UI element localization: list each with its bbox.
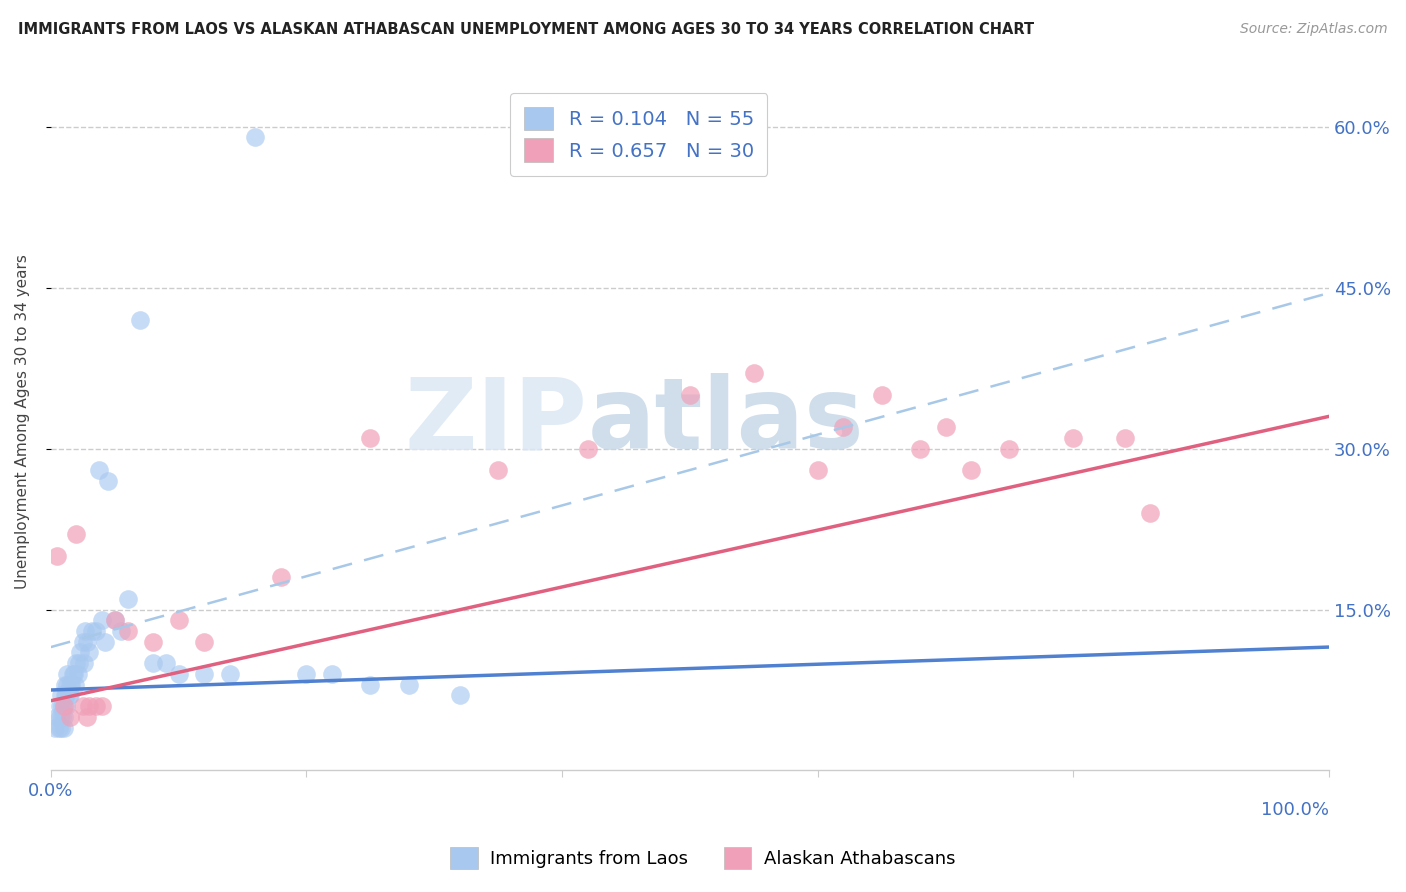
Point: [807, 463, 830, 477]
Point: [51, 710, 73, 724]
Point: [77, 645, 100, 659]
Point: [66, 666, 89, 681]
Point: [51, 699, 73, 714]
Point: [398, 678, 420, 692]
Point: [93, 634, 115, 648]
Point: [72, 634, 94, 648]
Point: [270, 570, 292, 584]
Point: [117, 591, 139, 606]
Point: [155, 656, 177, 670]
Point: [89, 463, 111, 477]
Point: [245, 130, 267, 145]
Point: [1139, 506, 1161, 520]
Point: [870, 388, 893, 402]
Point: [91, 613, 114, 627]
Point: [129, 313, 152, 327]
Point: [77, 699, 100, 714]
Point: [56, 666, 79, 681]
Point: [52, 699, 75, 714]
Text: IMMIGRANTS FROM LAOS VS ALASKAN ATHABASCAN UNEMPLOYMENT AMONG AGES 30 TO 34 YEAR: IMMIGRANTS FROM LAOS VS ALASKAN ATHABASC…: [18, 22, 1035, 37]
Point: [65, 656, 87, 670]
Text: ZIP: ZIP: [405, 373, 588, 470]
Point: [75, 624, 97, 638]
Point: [48, 721, 70, 735]
Point: [321, 666, 343, 681]
Point: [193, 634, 215, 648]
Point: [73, 656, 96, 670]
Point: [49, 710, 72, 724]
Point: [1062, 431, 1084, 445]
Point: [167, 613, 190, 627]
Point: [1114, 431, 1136, 445]
Point: [742, 367, 765, 381]
Point: [960, 463, 983, 477]
Point: [44, 721, 66, 735]
Point: [49, 699, 72, 714]
Point: [62, 666, 84, 681]
Point: [49, 689, 72, 703]
Point: [84, 624, 107, 638]
Point: [832, 420, 855, 434]
Point: [56, 678, 79, 692]
Point: [104, 613, 127, 627]
Point: [104, 613, 127, 627]
Point: [55, 699, 77, 714]
Point: [679, 388, 702, 402]
Point: [142, 656, 165, 670]
Point: [52, 699, 75, 714]
Y-axis label: Unemployment Among Ages 30 to 34 years: Unemployment Among Ages 30 to 34 years: [15, 254, 30, 589]
Point: [80, 624, 103, 638]
Point: [49, 721, 72, 735]
Point: [167, 666, 190, 681]
Point: [486, 463, 509, 477]
Point: [52, 710, 75, 724]
Legend: R = 0.104   N = 55, R = 0.657   N = 30: R = 0.104 N = 55, R = 0.657 N = 30: [510, 93, 768, 176]
Point: [67, 656, 90, 670]
Point: [60, 678, 83, 692]
Text: atlas: atlas: [588, 373, 865, 470]
Point: [935, 420, 957, 434]
Point: [59, 689, 82, 703]
Point: [359, 678, 381, 692]
Point: [52, 721, 75, 735]
Point: [295, 666, 318, 681]
Point: [72, 699, 94, 714]
Point: [110, 624, 132, 638]
Point: [76, 710, 98, 724]
Point: [91, 699, 114, 714]
Text: 100.0%: 100.0%: [1261, 801, 1329, 819]
Point: [449, 689, 471, 703]
Point: [63, 666, 86, 681]
Legend: Immigrants from Laos, Alaskan Athabascans: Immigrants from Laos, Alaskan Athabascan…: [441, 838, 965, 879]
Point: [998, 442, 1021, 456]
Point: [97, 474, 120, 488]
Point: [59, 678, 82, 692]
Point: [359, 431, 381, 445]
Point: [46, 549, 69, 563]
Point: [55, 689, 77, 703]
Point: [84, 699, 107, 714]
Point: [193, 666, 215, 681]
Point: [576, 442, 599, 456]
Point: [69, 645, 91, 659]
Point: [117, 624, 139, 638]
Text: Source: ZipAtlas.com: Source: ZipAtlas.com: [1240, 22, 1388, 37]
Point: [142, 634, 165, 648]
Point: [76, 634, 98, 648]
Point: [53, 678, 76, 692]
Point: [908, 442, 931, 456]
Point: [63, 678, 86, 692]
Point: [58, 689, 80, 703]
Point: [65, 527, 87, 541]
Point: [53, 689, 76, 703]
Point: [218, 666, 240, 681]
Point: [46, 710, 69, 724]
Point: [59, 710, 82, 724]
